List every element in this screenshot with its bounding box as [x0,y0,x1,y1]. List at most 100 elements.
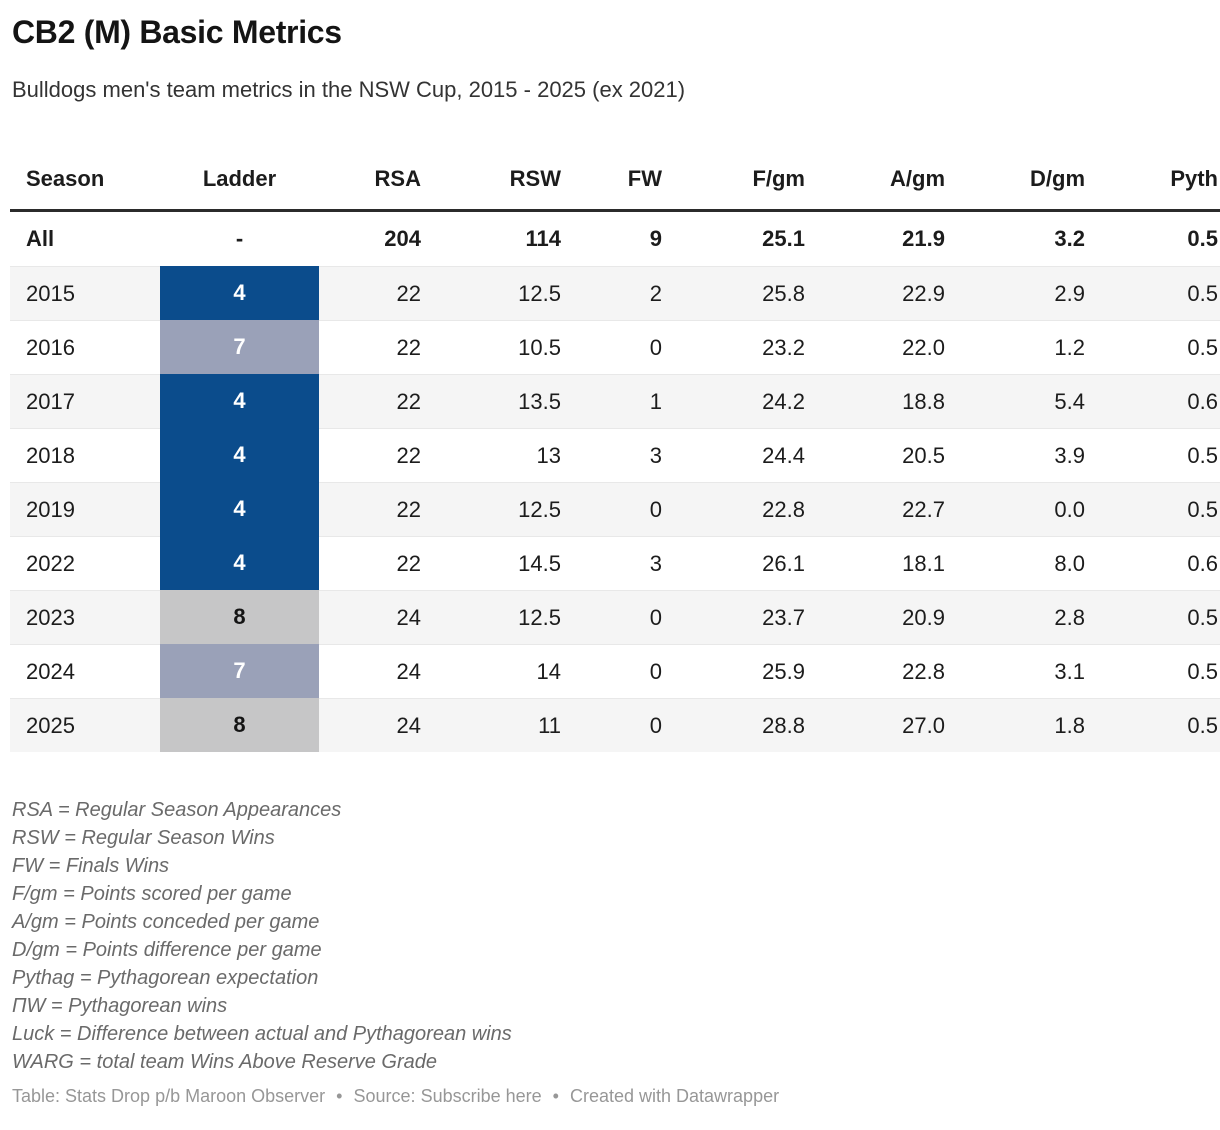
cell-season: 2018 [10,428,160,482]
cell-ladder: 7 [160,644,319,698]
cell-rsa: 22 [319,374,431,428]
cell-fw: 0 [571,698,672,752]
cell-ladder: 4 [160,374,319,428]
footnote-line: ΠW = Pythagorean wins [12,995,228,1017]
cell-dgm: 3.9 [955,428,1095,482]
cell-agm: 20.9 [815,590,955,644]
cell-dgm: 3.1 [955,644,1095,698]
footnote-line: A/gm = Points conceded per game [12,911,320,933]
cell-fgm: 23.7 [672,590,815,644]
source-label: Source: [353,1086,416,1106]
cell-fw: 1 [571,374,672,428]
cell-pyth: 0.5 [1095,320,1220,374]
cell-ladder: 4 [160,266,319,320]
cell-dgm: 8.0 [955,536,1095,590]
cell-rsa: 22 [319,482,431,536]
cell-rsw: 12.5 [431,266,571,320]
column-header-rsa: RSA [374,166,421,191]
footer-separator: • [552,1086,559,1106]
cell-fgm: 24.4 [672,428,815,482]
page-subtitle: Bulldogs men's team metrics in the NSW C… [12,77,686,102]
cell-fw: 0 [571,320,672,374]
cell-season: 2022 [10,536,160,590]
cell-ladder: 8 [160,698,319,752]
cell-agm: 22.8 [815,644,955,698]
cell-rsa: 22 [319,428,431,482]
footnote-line: FW = Finals Wins [12,855,170,877]
cell-rsw: 13.5 [431,374,571,428]
cell-fw: 0 [571,590,672,644]
cell-fgm: 22.8 [672,482,815,536]
cell-season: All [26,226,55,251]
cell-agm: 18.8 [815,374,955,428]
cell-agm: 22.7 [815,482,955,536]
datawrapper-credit: Created with Datawrapper [569,1086,780,1106]
table-row-2024: 2024 7 24 14 0 25.9 22.8 3.1 0.5 [10,644,1220,698]
cell-pyth: 0.5 [1095,590,1220,644]
cell-fw: 9 [649,226,662,251]
cell-season: 2016 [10,320,160,374]
table-row-all: All - 204 114 9 25.1 21.9 3.2 0.5 [10,212,1220,266]
cell-ladder: 4 [160,482,319,536]
column-header-ladder: Ladder [202,166,277,191]
cell-fgm: 25.1 [762,226,805,251]
cell-rsw: 114 [525,226,562,251]
cell-fw: 3 [571,428,672,482]
cell-fgm: 23.2 [672,320,815,374]
cell-fw: 2 [571,266,672,320]
footnote-line: RSA = Regular Season Appearances [12,799,342,821]
cell-ladder: 7 [160,320,319,374]
cell-ladder: - [235,226,244,251]
cell-rsa: 24 [319,698,431,752]
footnote-line: Pythag = Pythagorean expectation [12,967,319,989]
cell-rsw: 10.5 [431,320,571,374]
cell-pyth: 0.5 [1095,698,1220,752]
cell-pyth: 0.5 [1095,644,1220,698]
column-header-agm: A/gm [890,166,945,191]
footnote-line: D/gm = Points difference per game [12,939,322,961]
cell-dgm: 2.8 [955,590,1095,644]
cell-fw: 3 [571,536,672,590]
cell-dgm: 1.2 [955,320,1095,374]
cell-rsw: 14.5 [431,536,571,590]
cell-rsa: 24 [319,644,431,698]
table-row-2017: 2017 4 22 13.5 1 24.2 18.8 5.4 0.6 [10,374,1220,428]
cell-rsw: 12.5 [431,590,571,644]
table-header-row: Season Ladder RSA RSW FW F/gm A/gm D/gm Pyth [10,149,1220,212]
source-link[interactable]: Subscribe here [420,1086,542,1106]
page: CB2 (M) Basic Metrics Bulldogs men's tea… [10,14,1220,1106]
table-body: All -204 114 9 25.1 21.9 3.2 0.5 2015 4 22 12.5 2 25.… [10,212,1220,752]
cell-rsw: 12.5 [431,482,571,536]
cell-rsa: 22 [319,320,431,374]
footnote-line: WARG = total team Wins Above Reserve Gra… [12,1051,437,1073]
cell-agm: 20.5 [815,428,955,482]
cell-ladder: 8 [160,590,319,644]
cell-season: 2025 [10,698,160,752]
cell-rsw: 11 [431,698,571,752]
cell-pyth: 0.5 [1095,428,1220,482]
cell-rsw: 13 [431,428,571,482]
table-row-2025: 2025 8 24 11 0 28.8 27.0 1.8 0.5 [10,698,1220,752]
cell-dgm: 3.2 [1054,226,1085,251]
cell-pyth: 0.6 [1095,374,1220,428]
table-row-2022: 2022 4 22 14.5 3 26.1 18.1 8.0 0.6 [10,536,1220,590]
cell-fw: 0 [571,482,672,536]
cell-season: 2023 [10,590,160,644]
cell-dgm: 1.8 [955,698,1095,752]
cell-dgm: 5.4 [955,374,1095,428]
cell-fgm: 25.9 [672,644,815,698]
cell-agm: 22.9 [815,266,955,320]
cell-agm: 27.0 [815,698,955,752]
table-row-2019: 2019 4 22 12.5 0 22.8 22.7 0.0 0.5 [10,482,1220,536]
column-header-season: Season [26,166,105,191]
cell-season: 2015 [10,266,160,320]
table-row-2015: 2015 4 22 12.5 2 25.8 22.9 2.9 0.5 [10,266,1220,320]
table-row-2018: 2018 4 22 13 3 24.4 20.5 3.9 0.5 [10,428,1220,482]
cell-rsw: 14 [431,644,571,698]
cell-dgm: 0.0 [955,482,1095,536]
cell-agm: 21.9 [902,226,945,251]
cell-ladder: 4 [160,428,319,482]
cell-rsa: 22 [319,266,431,320]
footnote-line: Luck = Difference between actual and Pyt… [12,1023,512,1045]
cell-ladder: 4 [160,536,319,590]
